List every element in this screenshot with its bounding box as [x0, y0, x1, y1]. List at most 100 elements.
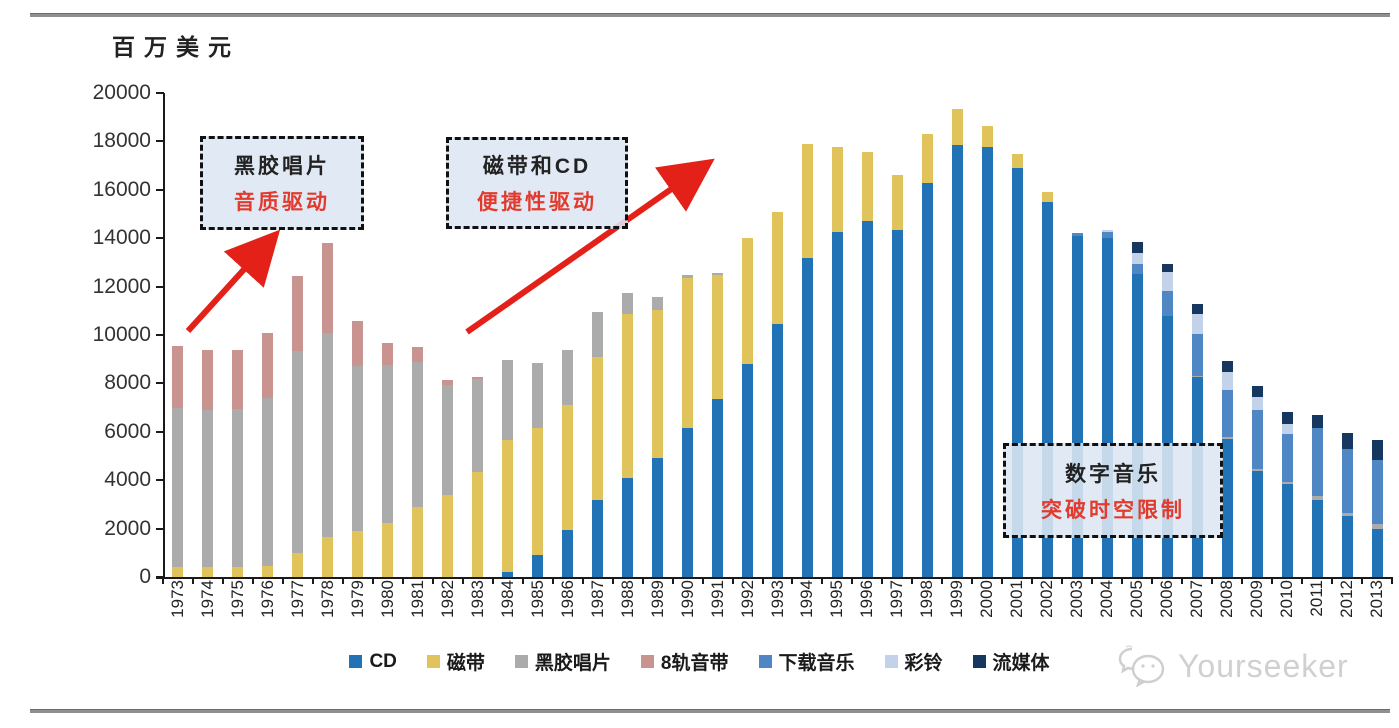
- x-tick-mark: [1211, 577, 1214, 584]
- trend-arrow-vinyl: [185, 229, 281, 334]
- x-tick-label-1987: 1987: [587, 580, 607, 618]
- x-tick-mark: [1121, 577, 1124, 584]
- x-tick-mark: [581, 577, 584, 584]
- segment-磁带-1990: [682, 278, 694, 429]
- x-tick-mark: [911, 577, 914, 584]
- segment-8轨音带-1975: [232, 349, 244, 409]
- x-tick-label-1989: 1989: [647, 580, 667, 618]
- x-tick-label-2008: 2008: [1217, 580, 1237, 618]
- segment-下载音乐-2007: [1191, 333, 1203, 377]
- x-tick-label-1986: 1986: [557, 580, 577, 618]
- bar-1988: [622, 292, 634, 577]
- x-tick-label-1977: 1977: [287, 580, 307, 618]
- segment-下载音乐-2012: [1341, 448, 1353, 513]
- bar-1973: [172, 345, 184, 577]
- segment-黑胶唱片-1975: [232, 408, 244, 568]
- bar-1982: [442, 379, 454, 577]
- annotation-vinyl-title: 黑胶唱片: [234, 155, 330, 178]
- segment-下载音乐-2005: [1131, 263, 1143, 275]
- x-tick-label-1983: 1983: [467, 580, 487, 618]
- segment-8轨音带-1983: [472, 377, 484, 379]
- x-tick-mark: [821, 577, 824, 584]
- segment-8轨音带-1982: [442, 379, 454, 385]
- segment-CD-1999: [951, 145, 963, 577]
- x-tick-label-1985: 1985: [527, 580, 547, 618]
- segment-磁带-1991: [712, 274, 724, 400]
- y-tick-label-10000: 10000: [92, 323, 151, 346]
- segment-CD-1993: [772, 324, 783, 577]
- y-tick-label-20000: 20000: [92, 81, 151, 104]
- segment-CD-2013: [1371, 528, 1383, 577]
- bar-1993: [772, 211, 783, 577]
- x-tick-mark: [1151, 577, 1154, 584]
- segment-磁带-1996: [861, 152, 873, 222]
- segment-CD-2004: [1101, 238, 1113, 577]
- legend-swatch-8轨音带: [640, 655, 654, 668]
- bar-2011: [1311, 414, 1323, 577]
- segment-黑胶唱片-1978: [322, 332, 334, 538]
- segment-黑胶唱片-1988: [622, 292, 634, 315]
- bar-1991: [712, 273, 724, 577]
- segment-磁带-1987: [592, 356, 604, 500]
- segment-流媒体-2010: [1281, 412, 1293, 424]
- x-tick-mark: [1391, 577, 1393, 584]
- x-tick-mark: [851, 577, 854, 584]
- segment-下载音乐-2006: [1161, 291, 1173, 316]
- x-tick-label-1979: 1979: [347, 580, 367, 618]
- segment-CD-1990: [682, 428, 694, 577]
- x-tick-mark: [941, 577, 944, 584]
- segment-磁带-1980: [382, 522, 394, 577]
- x-tick-label-2007: 2007: [1187, 580, 1207, 618]
- segment-黑胶唱片-2008: [1221, 437, 1233, 440]
- segment-CD-2005: [1131, 274, 1143, 577]
- segment-CD-1997: [891, 229, 903, 577]
- bar-1995: [831, 147, 843, 577]
- segment-8轨音带-1980: [382, 343, 394, 366]
- segment-8轨音带-1973: [172, 345, 184, 408]
- segment-下载音乐-2013: [1371, 459, 1383, 524]
- segment-磁带-1997: [891, 175, 903, 230]
- x-tick-mark: [701, 577, 704, 584]
- annotation-digital-era: 数字音乐 突破时空限制: [1003, 443, 1223, 538]
- segment-磁带-1986: [562, 405, 574, 530]
- bar-2001: [1011, 153, 1023, 577]
- segment-黑胶唱片-2009: [1251, 469, 1263, 471]
- legend: CD 磁带 黑胶唱片 8轨音带 下载音乐 彩铃 流媒体: [0, 648, 1399, 675]
- segment-磁带-1975: [232, 567, 244, 577]
- legend-item-下载音乐: 下载音乐: [758, 648, 855, 675]
- segment-彩铃-2010: [1281, 423, 1293, 434]
- legend-item-彩铃: 彩铃: [884, 648, 943, 675]
- segment-磁带-1992: [742, 238, 754, 365]
- legend-swatch-下载音乐: [758, 655, 772, 668]
- x-tick-label-1994: 1994: [797, 580, 817, 618]
- segment-CD-2000: [981, 147, 993, 577]
- segment-CD-1998: [921, 182, 933, 577]
- y-tick-label-16000: 16000: [92, 177, 151, 201]
- y-tick-mark: [156, 92, 164, 94]
- x-tick-label-2013: 2013: [1367, 580, 1386, 618]
- x-tick-label-1996: 1996: [857, 580, 877, 618]
- legend-swatch-CD: [349, 655, 363, 668]
- segment-磁带-1982: [442, 494, 454, 577]
- segment-黑胶唱片-1973: [172, 407, 184, 568]
- segment-下载音乐-2004: [1101, 232, 1113, 239]
- segment-彩铃-2006: [1161, 272, 1173, 292]
- x-tick-mark: [1301, 577, 1304, 584]
- x-tick-label-2012: 2012: [1337, 580, 1357, 618]
- x-tick-label-1988: 1988: [617, 580, 637, 618]
- bar-2012: [1341, 433, 1353, 577]
- segment-黑胶唱片-1977: [292, 350, 304, 553]
- x-tick-label-2005: 2005: [1127, 580, 1147, 618]
- x-tick-label-1978: 1978: [317, 580, 337, 618]
- x-tick-label-1984: 1984: [497, 580, 517, 618]
- segment-磁带-1977: [292, 552, 304, 577]
- segment-黑胶唱片-2011: [1311, 495, 1323, 500]
- segment-黑胶唱片-1986: [562, 349, 574, 406]
- y-tick-mark: [156, 382, 164, 385]
- x-tick-label-2003: 2003: [1067, 580, 1087, 618]
- segment-磁带-1984: [502, 440, 514, 573]
- x-tick-label-1991: 1991: [707, 580, 727, 618]
- segment-黑胶唱片-1983: [472, 378, 484, 472]
- legend-item-流媒体: 流媒体: [972, 648, 1050, 675]
- x-tick-mark: [1031, 577, 1034, 584]
